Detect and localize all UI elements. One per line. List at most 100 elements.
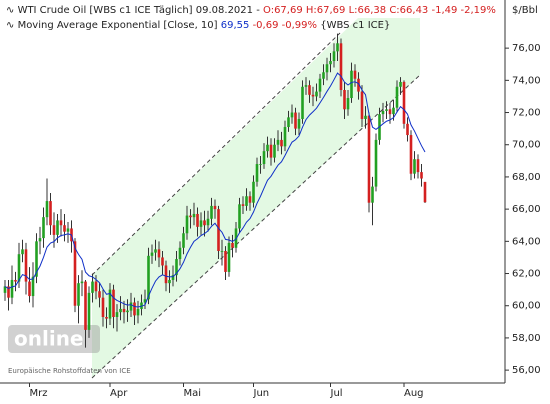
y-tick-label: 70,00 [512,140,541,151]
candle-body [395,86,399,108]
candle-body [388,109,392,115]
candle-body [273,144,276,158]
candles [3,33,427,348]
candle-body [147,255,150,300]
candle-body [346,98,350,110]
candle-body [259,164,262,165]
x-tick-label: Apr [110,388,128,399]
footer: Europäische Rohstoffdaten von ICE [8,367,131,375]
candle-body [210,205,213,219]
candle-body [315,91,318,97]
candle-body [203,220,206,226]
candle-body [178,247,182,260]
candle-body [115,312,119,317]
candle-body [122,308,126,313]
candle-body [31,276,35,297]
chart-title: WTI Crude Oil [WBS c1 ICE Täglich] 09.08… [18,5,261,16]
candle-body [192,213,196,218]
candle-body [409,135,413,174]
x-tick-label: Jul [330,388,343,399]
candle-body [98,291,101,298]
candle-body [182,233,185,248]
candle-body [336,43,339,52]
candle-body [392,107,395,115]
candle-body [108,289,112,319]
indicator-source: {WBS c1 ICE} [320,20,390,31]
candle-body [42,217,45,239]
candle-body [73,241,77,306]
candle-body [213,205,217,210]
candle-body [94,281,98,292]
candle-body [367,115,371,203]
candle-body [105,316,108,319]
candle-body [220,250,224,252]
candle-body [227,242,231,272]
candle-body [49,201,52,226]
candle-body [66,228,70,232]
candle-body [38,238,42,242]
candle-body [266,144,269,152]
candle-body [381,110,385,115]
candle-body [7,286,10,298]
candle-body [56,220,59,235]
candle-body [157,249,161,258]
candle-body [133,302,136,316]
candle-body [119,308,122,313]
candle-body [63,225,66,232]
candle-body [252,181,255,203]
candle-body [339,43,343,90]
channel-upper [91,32,341,276]
candle-body [10,279,14,298]
candle-body [262,151,266,165]
candle-body [28,281,31,297]
candle-body [399,81,402,87]
candle-body [143,299,147,303]
title-icon: ∿ [6,5,18,16]
x-tick-label: Mai [184,388,202,399]
candle-body [59,220,63,226]
candle-body [301,86,304,119]
candle-body [217,209,220,251]
candle-body [164,265,168,284]
y-tick-label: 56,00 [512,365,541,376]
candle-body [385,109,388,111]
indicator-icon: ∿ [6,20,18,31]
y-unit: $/Bbl [512,5,538,16]
candle-body [168,279,171,284]
y-tick-label: 66,00 [512,204,541,215]
x-tick-label: Aug [404,388,424,399]
candle-body [126,310,129,313]
watermark: online [8,325,100,353]
candle-body [318,78,322,92]
candle-body [238,204,241,229]
candle-body [350,70,353,99]
candle-body [329,61,332,65]
indicator-change: -0,69 -0,99% [253,20,317,31]
indicator-name: Moving Average Exponential [Close, 10] [18,20,218,31]
candle-body [17,254,21,282]
candle-body [101,297,105,317]
candle-body [357,78,360,92]
candle-body [269,144,273,158]
candle-body [24,249,28,282]
candle-body [231,242,234,248]
ohlc-values: O:67,69 H:67,69 L:66,38 C:66,43 -1,49 -2… [263,5,496,16]
candle-body [255,164,259,182]
candle-body [374,139,378,187]
candle-body [245,196,248,206]
candle-body [150,252,154,256]
ema-line [4,72,426,308]
candle-body [416,159,420,173]
watermark-box [8,325,100,353]
candle-body [413,159,416,174]
watermark-text: online [14,327,84,351]
candle-body [199,220,203,227]
trend-channel [92,18,420,378]
candle-body [84,281,87,330]
candle-body [371,186,374,203]
candle-body [154,249,157,253]
candle-body [343,89,346,110]
candle-body [297,118,301,129]
y-tick-label: 60,00 [512,301,541,312]
